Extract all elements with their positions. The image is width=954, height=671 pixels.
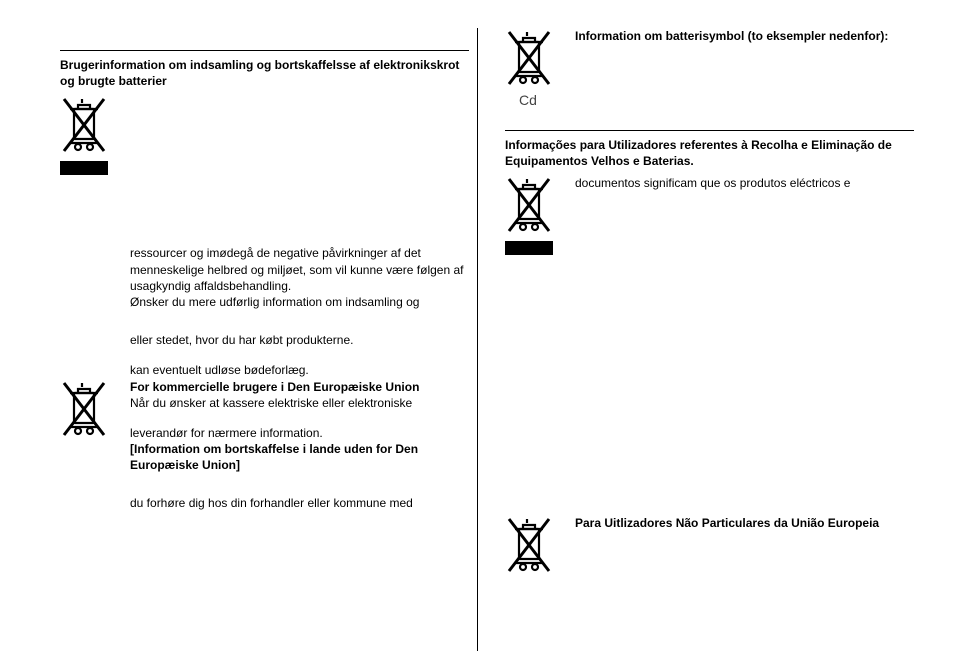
weee-bin-icon <box>505 515 553 575</box>
sub-heading: For kommercielle brugere i Den Europæisk… <box>130 379 469 395</box>
black-bar-icon <box>505 241 553 255</box>
icon-text-row: For kommercielle brugere i Den Europæisk… <box>60 379 469 474</box>
icon-text-row <box>60 95 469 175</box>
weee-bin-icon <box>60 95 108 155</box>
section-heading: Information om batterisymbol (to eksempl… <box>575 28 914 44</box>
icon-column <box>60 379 130 439</box>
page-root: Brugerinformation om indsamling og borts… <box>0 0 954 671</box>
weee-bin-icon <box>60 379 108 439</box>
section-heading: Informações para Utilizadores referentes… <box>505 137 914 169</box>
body-text: leverandør for nærmere information. <box>130 425 469 441</box>
icon-text-row: documentos significam que os produtos el… <box>505 175 914 255</box>
body-text: ressourcer og imødegå de negative påvirk… <box>130 245 469 294</box>
sub-heading: [Information om bortskaffelse i lande ud… <box>130 441 469 473</box>
icon-column <box>505 515 575 575</box>
body-text: documentos significam que os produtos el… <box>575 175 914 191</box>
right-column: Cd Information om batterisymbol (to ekse… <box>487 28 914 651</box>
icon-column <box>505 175 575 255</box>
body-text: Når du ønsker at kassere elektriske elle… <box>130 395 469 411</box>
text-column: documentos significam que os produtos el… <box>575 175 914 191</box>
weee-bin-icon <box>505 175 553 235</box>
text-column: For kommercielle brugere i Den Europæisk… <box>130 379 469 474</box>
icon-column: Cd <box>505 28 575 108</box>
body-text: du forhøre dig hos din forhandler eller … <box>130 495 469 511</box>
black-bar-icon <box>60 161 108 175</box>
text-column: Para Uitlizadores Não Particulares da Un… <box>575 515 914 531</box>
cd-label: Cd <box>519 92 575 108</box>
weee-bin-icon <box>505 28 553 88</box>
left-column: Brugerinformation om indsamling og borts… <box>60 28 487 651</box>
body-text: kan eventuelt udløse bødeforlæg. <box>130 362 469 378</box>
icon-text-row: Cd Information om batterisymbol (to ekse… <box>505 28 914 108</box>
text-column: Information om batterisymbol (to eksempl… <box>575 28 914 44</box>
body-text: eller stedet, hvor du har købt produkter… <box>130 332 469 348</box>
icon-column <box>60 95 130 175</box>
body-text: Ønsker du mere udførlig information om i… <box>130 294 469 310</box>
section-heading: Brugerinformation om indsamling og borts… <box>60 57 469 89</box>
icon-text-row: Para Uitlizadores Não Particulares da Un… <box>505 515 914 575</box>
sub-heading: Para Uitlizadores Não Particulares da Un… <box>575 515 914 531</box>
